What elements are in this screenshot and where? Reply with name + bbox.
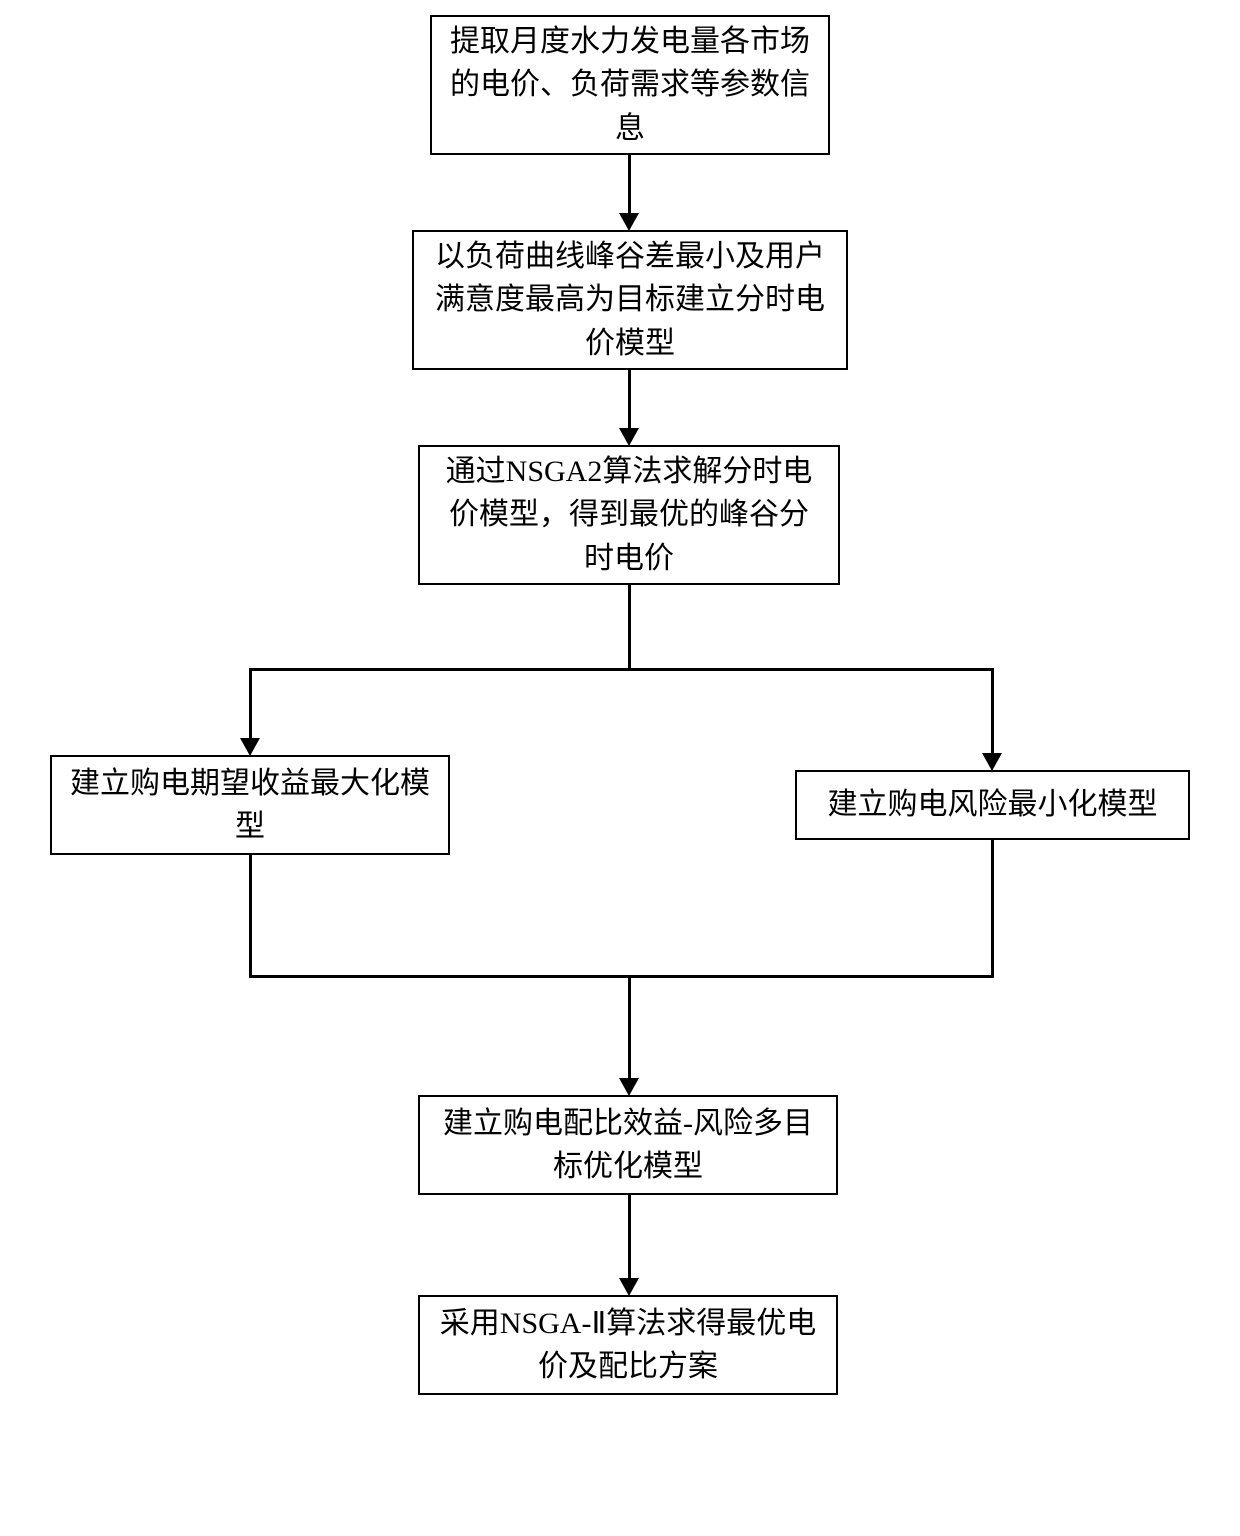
node-text: 采用NSGA-Ⅱ算法求得最优电价及配比方案 bbox=[438, 1302, 818, 1389]
node-text: 建立购电期望收益最大化模型 bbox=[70, 762, 430, 849]
edge-line bbox=[249, 668, 994, 671]
node-nsga2-solve: 通过NSGA2算法求解分时电价模型，得到最优的峰谷分时电价 bbox=[418, 445, 840, 585]
arrowhead-icon bbox=[982, 753, 1002, 771]
edge-line bbox=[628, 585, 631, 670]
edge-line bbox=[628, 155, 631, 215]
edge-line bbox=[628, 1195, 631, 1280]
edge-line bbox=[249, 668, 252, 740]
node-multi-objective-model: 建立购电配比效益-风险多目标优化模型 bbox=[418, 1095, 838, 1195]
arrowhead-icon bbox=[240, 738, 260, 756]
arrowhead-icon bbox=[619, 428, 639, 446]
edge-line bbox=[628, 975, 631, 1080]
node-text: 提取月度水力发电量各市场的电价、负荷需求等参数信息 bbox=[450, 20, 810, 151]
edge-line bbox=[991, 668, 994, 755]
node-tou-model: 以负荷曲线峰谷差最小及用户满意度最高为目标建立分时电价模型 bbox=[412, 230, 848, 370]
node-text: 以负荷曲线峰谷差最小及用户满意度最高为目标建立分时电价模型 bbox=[432, 235, 828, 366]
edge-line bbox=[249, 855, 252, 978]
edge-line bbox=[991, 840, 994, 978]
node-extract-params: 提取月度水力发电量各市场的电价、负荷需求等参数信息 bbox=[430, 15, 830, 155]
node-profit-max-model: 建立购电期望收益最大化模型 bbox=[50, 755, 450, 855]
arrowhead-icon bbox=[619, 1278, 639, 1296]
node-risk-min-model: 建立购电风险最小化模型 bbox=[795, 770, 1190, 840]
node-text: 通过NSGA2算法求解分时电价模型，得到最优的峰谷分时电价 bbox=[438, 450, 820, 581]
edge-line bbox=[249, 975, 994, 978]
flowchart-container: 提取月度水力发电量各市场的电价、负荷需求等参数信息 以负荷曲线峰谷差最小及用户满… bbox=[0, 0, 1240, 1536]
edge-line bbox=[628, 370, 631, 430]
node-text: 建立购电风险最小化模型 bbox=[828, 783, 1158, 827]
node-nsga2-final: 采用NSGA-Ⅱ算法求得最优电价及配比方案 bbox=[418, 1295, 838, 1395]
arrowhead-icon bbox=[619, 213, 639, 231]
node-text: 建立购电配比效益-风险多目标优化模型 bbox=[438, 1102, 818, 1189]
arrowhead-icon bbox=[619, 1078, 639, 1096]
